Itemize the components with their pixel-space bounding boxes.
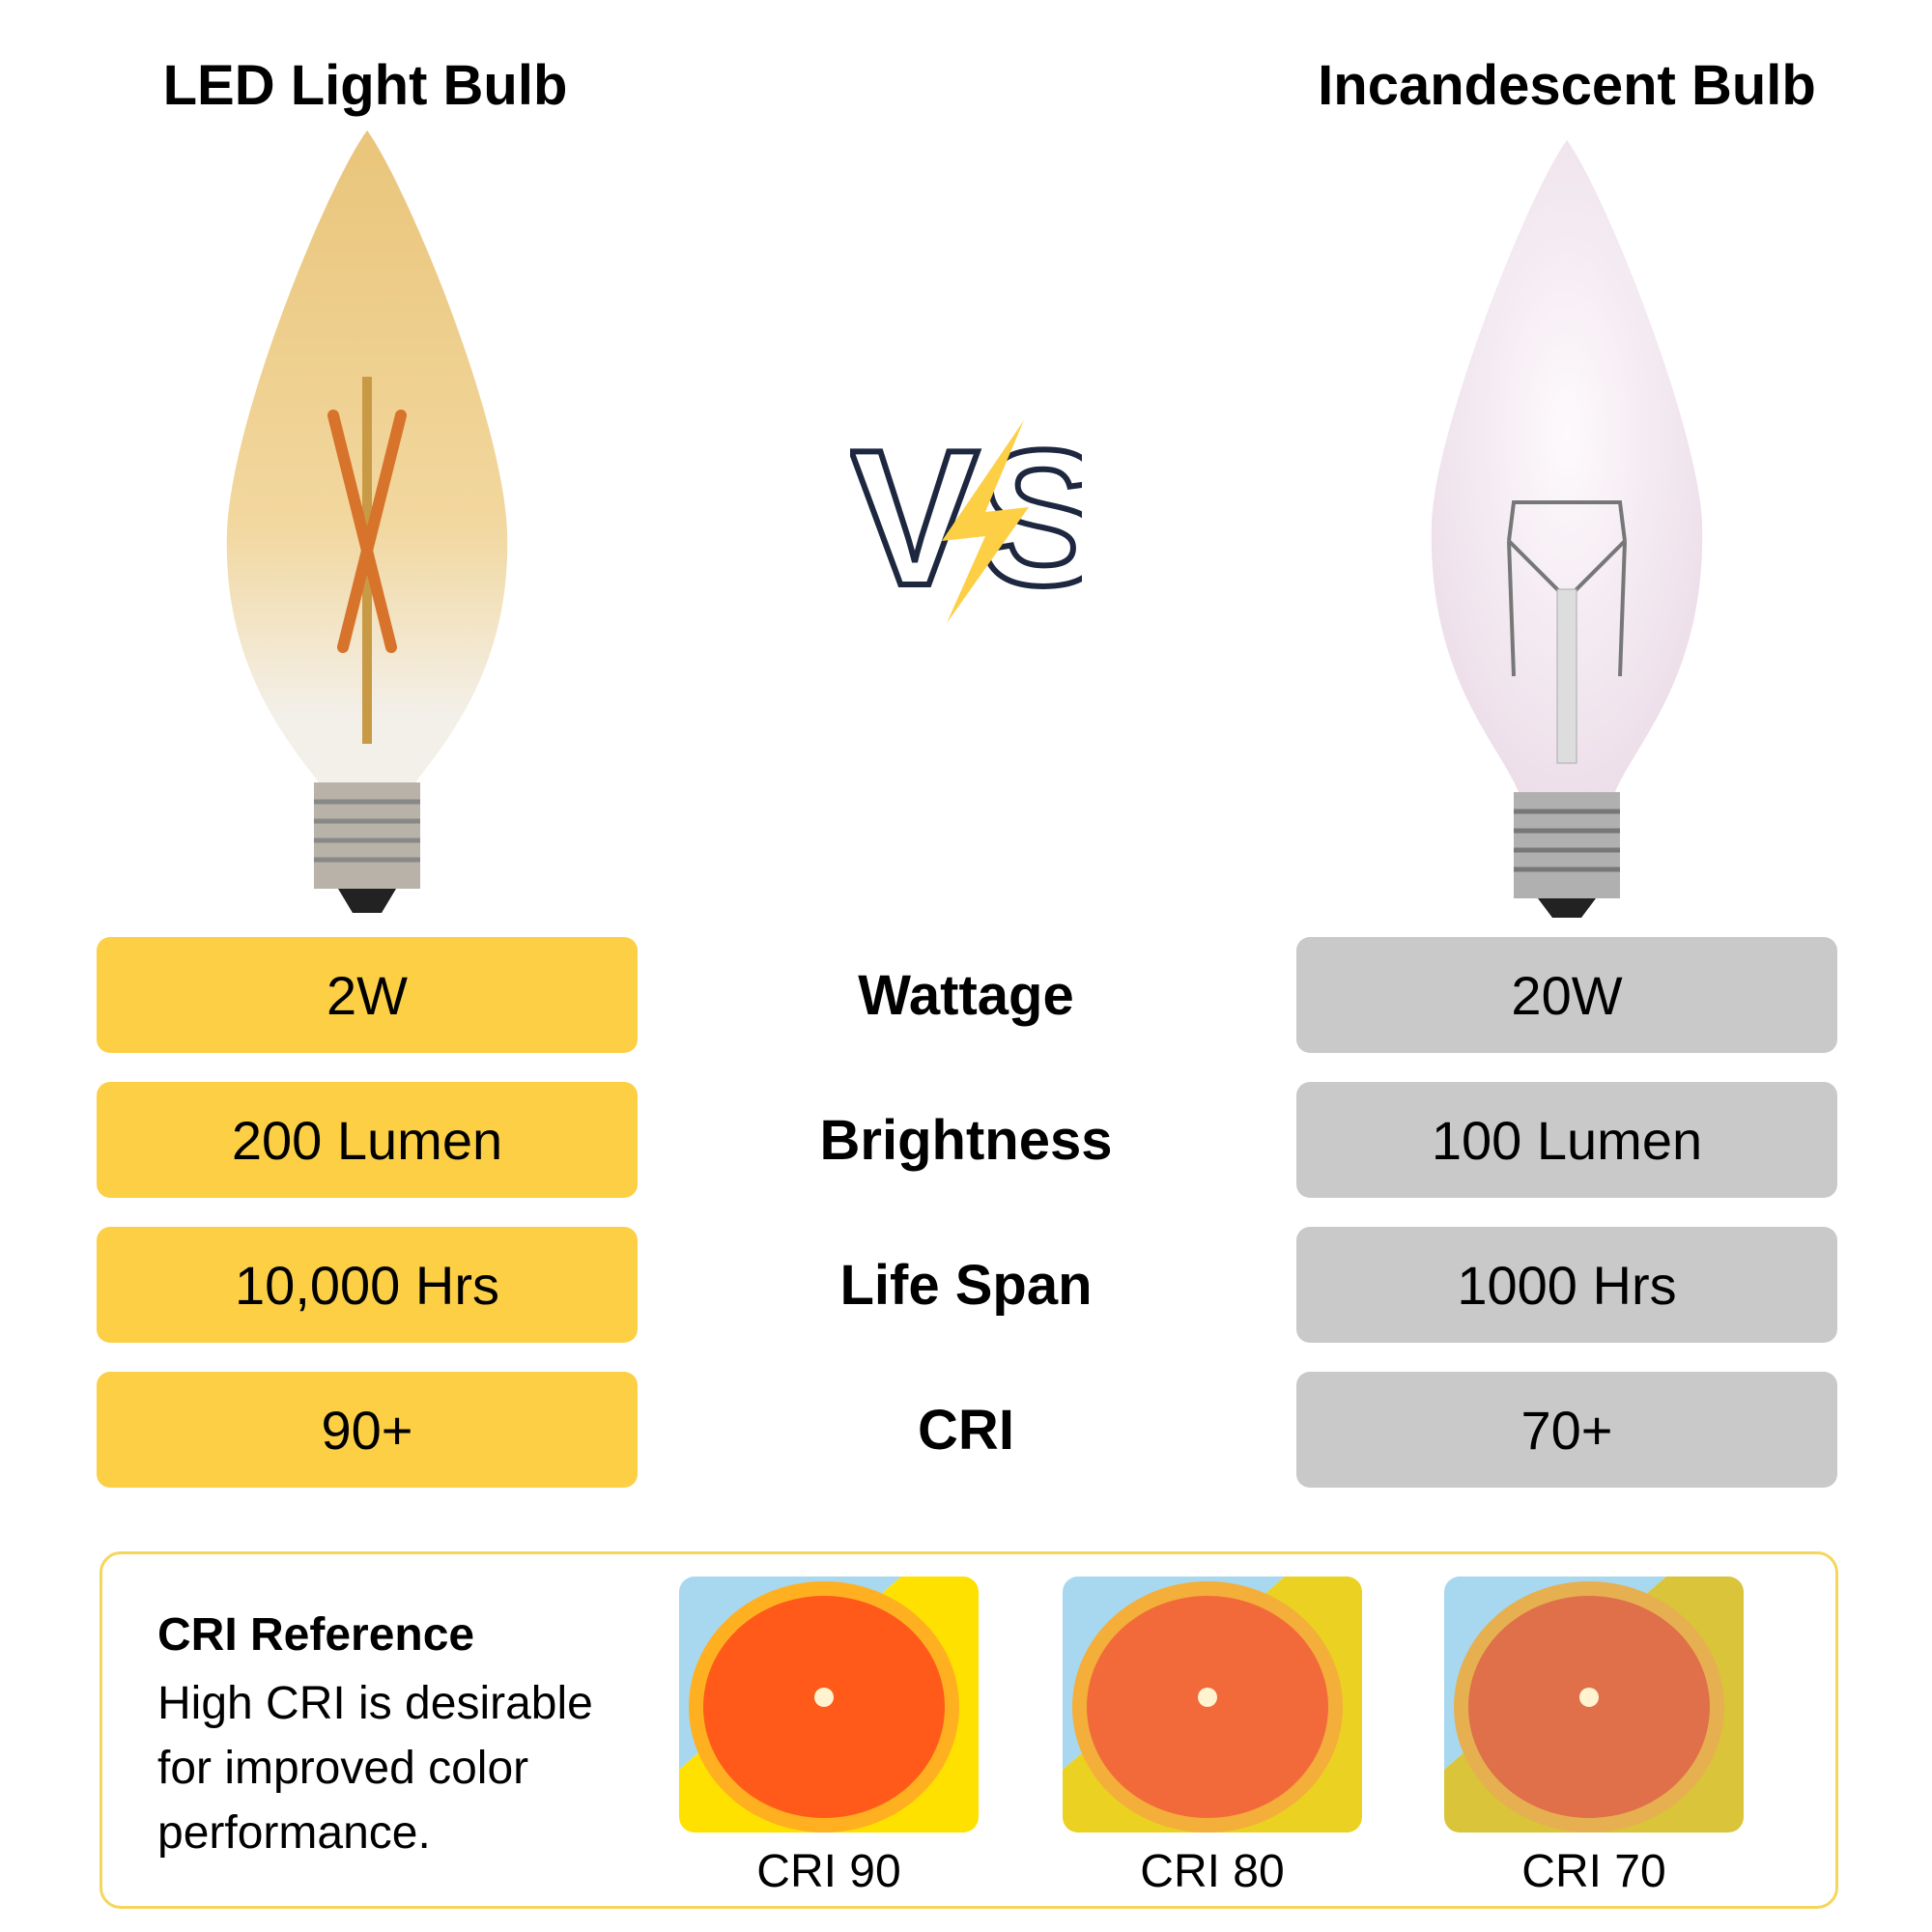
caption-cri-90: CRI 90 — [756, 1846, 901, 1897]
cri-reference-description: High CRI is desirable for improved color… — [157, 1678, 593, 1859]
row-label-brightness: Brightness — [819, 1108, 1113, 1172]
incandescent-bulb-image — [1431, 140, 1703, 918]
row-label-cri: CRI — [918, 1398, 1014, 1462]
caption-cri-80: CRI 80 — [1140, 1846, 1285, 1897]
orange-sample-cri-70 — [1444, 1577, 1744, 1833]
row-label-wattage: Wattage — [858, 963, 1074, 1027]
led-cri: 90+ — [97, 1372, 638, 1488]
incandescent-brightness: 100 Lumen — [1296, 1082, 1837, 1198]
led-bulb-image — [226, 130, 508, 913]
incandescent-title: Incandescent Bulb — [1318, 54, 1816, 117]
led-wattage: 2W — [97, 937, 638, 1053]
led-title: LED Light Bulb — [162, 54, 568, 117]
row-label-lifespan: Life Span — [839, 1253, 1093, 1317]
incandescent-cri: 70+ — [1296, 1372, 1837, 1488]
incandescent-lifespan: 1000 Hrs — [1296, 1227, 1837, 1343]
lightning-icon — [942, 420, 1029, 623]
led-lifespan: 10,000 Hrs — [97, 1227, 638, 1343]
orange-sample-cri-80 — [1063, 1577, 1362, 1833]
caption-cri-70: CRI 70 — [1521, 1846, 1666, 1897]
led-brightness: 200 Lumen — [97, 1082, 638, 1198]
cri-reference-title: CRI Reference — [157, 1609, 475, 1661]
orange-sample-cri-90 — [679, 1577, 979, 1833]
cri-reference-panel — [99, 1551, 1838, 1909]
incandescent-wattage: 20W — [1296, 937, 1837, 1053]
vs-logo: VS — [850, 415, 1082, 628]
